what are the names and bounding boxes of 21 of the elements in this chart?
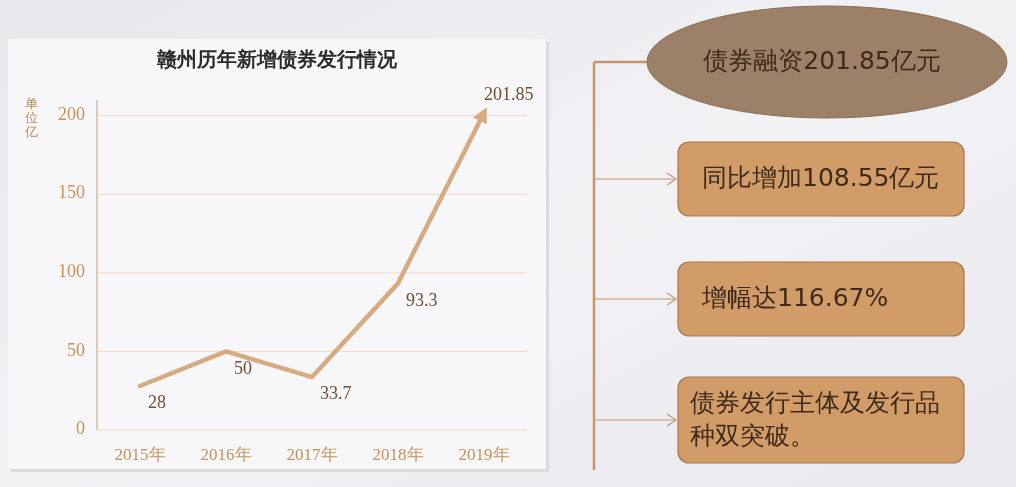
y-tick-label: 0 — [76, 418, 85, 439]
x-tick-label: 2019年 — [458, 444, 510, 464]
text: 债券发行主体及发行品种双突破。 — [690, 387, 940, 450]
data-label: 28 — [148, 392, 166, 413]
y-tick-label: 50 — [67, 339, 85, 360]
chart-title: 赣州历年新增债券发行情况 — [156, 47, 398, 70]
y-tick-label: 200 — [58, 103, 85, 124]
x-tick-label: 2017年 — [286, 444, 338, 464]
text: 债券融资201.85亿元 — [703, 46, 941, 75]
data-label: 50 — [234, 357, 252, 378]
text: 增幅达116.67% — [701, 283, 889, 312]
x-tick-label: 2018年 — [372, 444, 424, 464]
data-label: 93.3 — [406, 289, 438, 310]
data-label: 201.85 — [484, 83, 534, 104]
x-tick-label: 2016年 — [200, 444, 252, 464]
data-label: 33.7 — [320, 383, 352, 404]
y-tick-label: 100 — [58, 260, 85, 281]
y-tick-label: 150 — [58, 182, 85, 203]
x-tick-label: 2015年 — [114, 444, 166, 464]
text: 同比增加108.55亿元 — [702, 163, 940, 192]
y-axis-title: 单位亿 — [23, 96, 38, 139]
